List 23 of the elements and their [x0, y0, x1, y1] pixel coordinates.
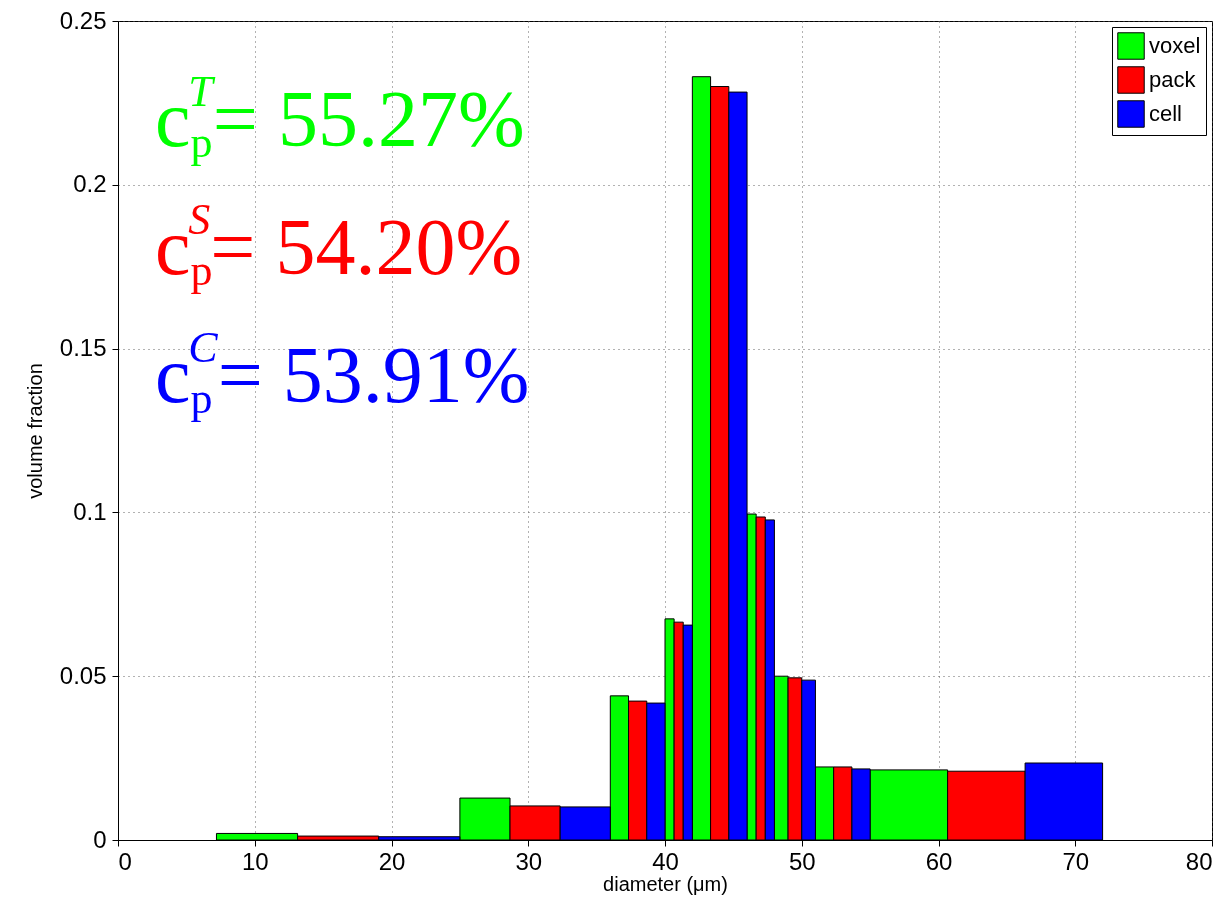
x-tick-label: 60: [925, 847, 953, 875]
annotation: c$_{p}$$^{T}$= 55.27%: [155, 67, 525, 167]
legend-label: cell: [1149, 101, 1183, 126]
x-tick-label: 70: [1062, 847, 1090, 875]
x-axis-title: diameter (μm): [603, 872, 728, 895]
y-tick-label: 0.05: [59, 661, 107, 689]
x-tick-label: 50: [788, 847, 816, 875]
y-tick-label: 0.25: [59, 6, 107, 34]
legend-label: pack: [1149, 67, 1197, 92]
x-tick-label: 40: [652, 847, 679, 875]
x-tick-label: 0: [118, 847, 132, 875]
x-tick-label: 10: [241, 847, 269, 875]
legend-label: voxel: [1149, 33, 1201, 58]
y-tick-label: 0.1: [73, 497, 107, 525]
y-axis-title: volume fraction: [23, 363, 46, 499]
y-tick-label: 0.15: [59, 334, 107, 362]
x-tick-label: 20: [378, 847, 406, 875]
annotation: c$_{p}$$^{S}$= 54.20%: [155, 195, 523, 295]
annotation: c$_{p}$$^{C}$= 53.91%: [155, 323, 530, 423]
y-tick-label: 0: [93, 825, 107, 853]
x-tick-label: 30: [515, 847, 543, 875]
x-tick-label: 80: [1185, 847, 1213, 875]
y-tick-label: 0.2: [73, 170, 107, 198]
